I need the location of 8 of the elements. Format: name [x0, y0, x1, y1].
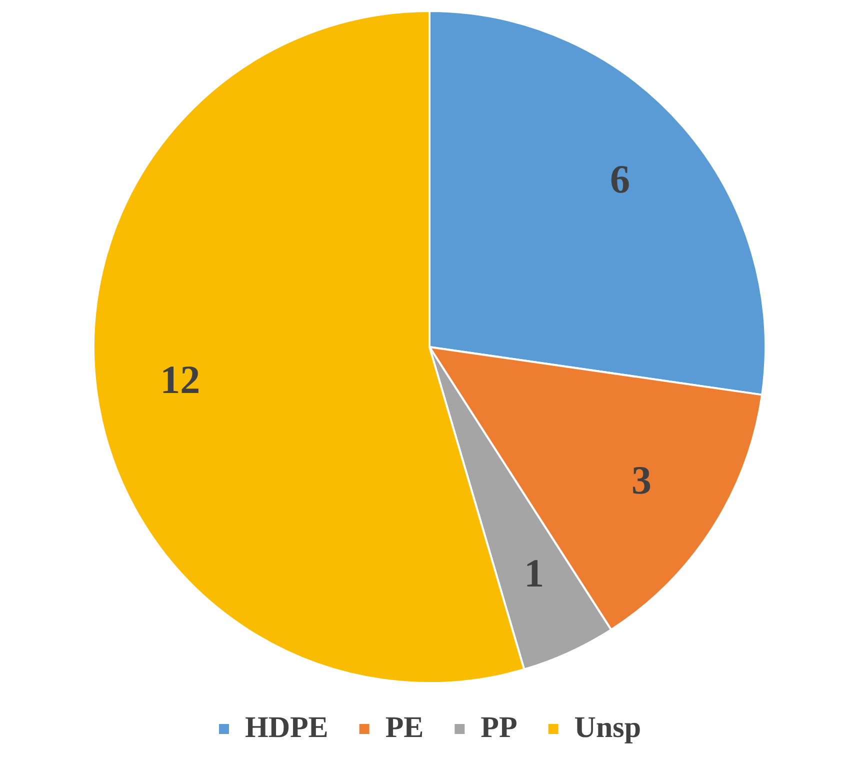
data-label: 3 — [631, 458, 652, 503]
data-label: 12 — [160, 357, 200, 402]
data-label: 6 — [610, 156, 630, 202]
data-label: 1 — [524, 550, 544, 596]
legend-label: PE — [385, 710, 424, 744]
legend-label: Unsp — [574, 710, 642, 744]
legend-label: PP — [480, 710, 518, 744]
legend-label: HDPE — [244, 710, 328, 744]
